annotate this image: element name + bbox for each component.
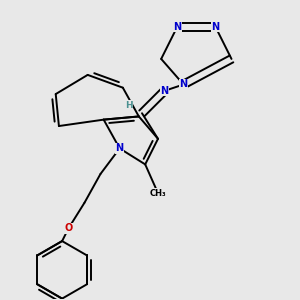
Text: N: N — [160, 86, 168, 96]
Text: O: O — [64, 223, 73, 233]
Text: N: N — [212, 22, 220, 32]
Text: N: N — [179, 80, 188, 89]
Text: CH₃: CH₃ — [150, 189, 166, 198]
Text: H: H — [125, 101, 133, 110]
Text: N: N — [173, 22, 181, 32]
Text: N: N — [116, 143, 124, 153]
